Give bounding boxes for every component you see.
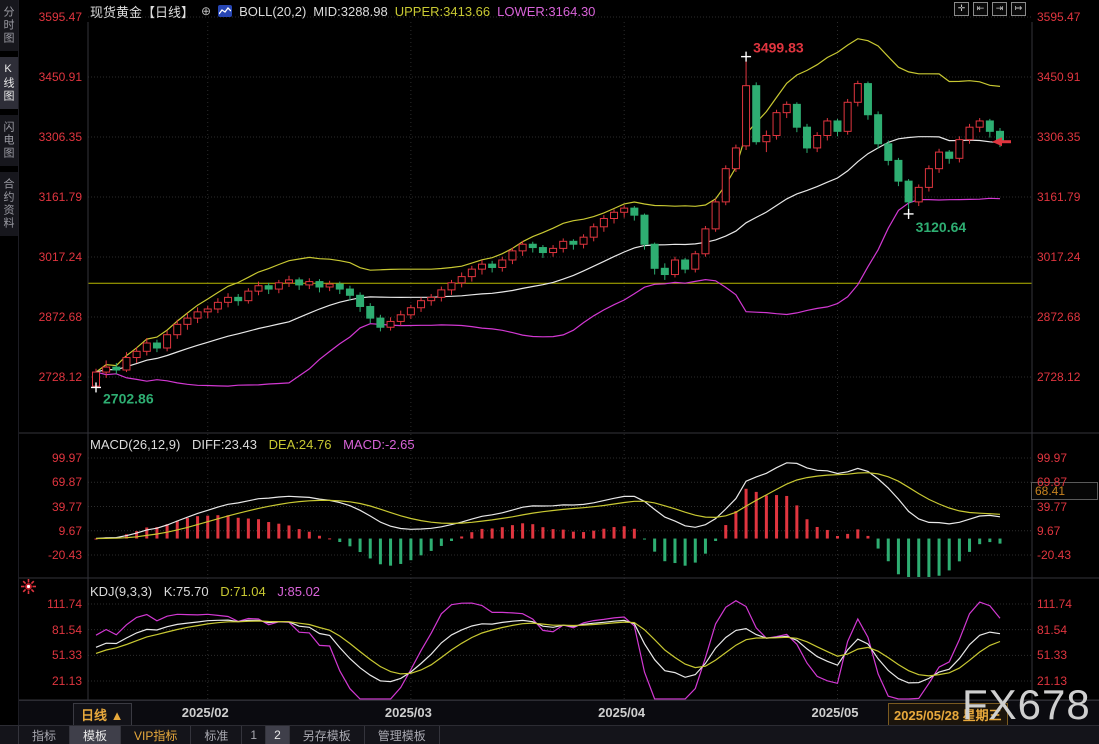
macd-axis-label: 39.77 xyxy=(1037,499,1068,514)
symbol-title: 现货黄金【日线】 xyxy=(90,4,195,20)
compress-right-icon[interactable]: ⇥ xyxy=(992,2,1007,16)
time-axis-label: 2025/05 xyxy=(811,705,859,720)
kdj-k-value: K:75.70 xyxy=(163,584,209,599)
price-axis-label: 3161.79 xyxy=(38,190,82,204)
crosshair-icon[interactable]: ✛ xyxy=(954,2,969,16)
period-selector-button[interactable]: 日线 ▲ xyxy=(73,703,132,726)
tab-template-2[interactable]: 2 xyxy=(265,726,289,744)
sidebar-item-kline-chart[interactable]: K线图 xyxy=(0,57,18,109)
macd-macd-value: MACD:-2.65 xyxy=(343,437,415,452)
macd-axis-label: 9.67 xyxy=(58,523,82,538)
indicator-icon[interactable] xyxy=(218,5,233,17)
kdj-d-value: D:71.04 xyxy=(220,584,266,599)
boll-mid-value: MID:3288.98 xyxy=(313,3,388,19)
kdj-axis-label: 111.74 xyxy=(1037,597,1072,611)
price-axis-label: 3161.79 xyxy=(1037,190,1081,204)
price-axis-label: 3595.47 xyxy=(38,10,82,24)
price-axis-label: 3450.91 xyxy=(1037,70,1081,84)
time-axis-label: 2025/02 xyxy=(181,705,229,720)
tab-indicators[interactable]: 指标 xyxy=(18,726,69,744)
bottom-toolbar: 指标 模板 VIP指标 标准 1 2 另存模板 管理模板 xyxy=(0,725,1099,744)
price-axis-label: 2728.12 xyxy=(38,370,82,384)
price-axis-label: 2872.68 xyxy=(38,309,82,324)
kdj-axis-label: 21.13 xyxy=(1037,674,1068,688)
tab-manage-templates[interactable]: 管理模板 xyxy=(363,726,440,744)
macd-diff-value: DIFF:23.43 xyxy=(191,437,257,452)
current-date-label: 2025/05/28 星期三 xyxy=(888,703,1008,726)
time-axis-label: 2025/04 xyxy=(598,705,646,720)
chevron-up-icon: ▲ xyxy=(110,708,124,723)
macd-label: MACD(26,12,9) xyxy=(90,437,181,452)
kdj-axis-label: 21.13 xyxy=(51,674,82,688)
macd-axis-label: 99.97 xyxy=(1037,451,1068,465)
pan-right-icon[interactable]: ↦ xyxy=(1011,2,1026,16)
kdj-j-value: J:85.02 xyxy=(277,584,321,599)
sidebar-item-time-chart[interactable]: 分时图 xyxy=(0,0,18,51)
boll-lower-value: LOWER:3164.30 xyxy=(497,3,596,19)
chart-toolbar: ✛ ⇤ ⇥ ↦ xyxy=(954,2,1026,16)
price-annotation: 3120.64 xyxy=(916,219,967,235)
kdj-axis-label: 81.54 xyxy=(1037,622,1068,637)
macd-axis-label: 99.97 xyxy=(51,451,82,465)
sidebar-item-flash-chart[interactable]: 闪电图 xyxy=(0,115,18,166)
compress-left-icon[interactable]: ⇤ xyxy=(973,2,988,16)
kdj-axis-label: 51.33 xyxy=(51,648,82,663)
price-axis-label: 3450.91 xyxy=(38,70,82,84)
time-axis-label: 2025/03 xyxy=(384,705,432,720)
macd-axis-label: 39.77 xyxy=(51,499,82,514)
macd-axis-label: -20.43 xyxy=(1037,548,1072,562)
tab-templates[interactable]: 模板 xyxy=(69,726,121,744)
kdj-label: KDJ(9,3,3) xyxy=(90,584,153,599)
kdj-panel-header: KDJ(9,3,3) K:75.70 D:71.04 J:85.02 xyxy=(90,584,328,599)
price-axis-label: 3017.24 xyxy=(1037,249,1081,264)
sidebar-item-contract-info[interactable]: 合约资料 xyxy=(0,172,18,236)
price-annotation: 2702.86 xyxy=(103,390,154,406)
macd-axis-label: 69.87 xyxy=(1037,475,1068,490)
tab-template-1[interactable]: 1 xyxy=(241,726,265,744)
price-annotation: 3499.83 xyxy=(753,40,804,56)
price-axis-label: 3017.24 xyxy=(38,249,82,264)
fx678-watermark: FX678 xyxy=(962,681,1091,728)
macd-current-value-badge: 68.41 xyxy=(1031,482,1098,500)
price-axis-label: 3306.35 xyxy=(38,130,82,144)
macd-panel-header: MACD(26,12,9) DIFF:23.43 DEA:24.76 MACD:… xyxy=(90,437,423,452)
price-axis-label: 3306.35 xyxy=(1037,130,1081,144)
indicator-settings-icon[interactable] xyxy=(21,579,36,599)
kdj-axis-label: 81.54 xyxy=(51,622,82,637)
tab-save-template[interactable]: 另存模板 xyxy=(288,726,364,744)
left-sidebar: 分时图 K线图 闪电图 合约资料 xyxy=(0,0,19,744)
tab-standard[interactable]: 标准 xyxy=(190,726,241,744)
macd-axis-label: 9.67 xyxy=(1037,523,1061,538)
price-axis-label: 3595.47 xyxy=(1037,10,1081,24)
tab-vip-indicators[interactable]: VIP指标 xyxy=(120,726,190,744)
chart-header: 现货黄金【日线】 ⊕ BOLL(20,2) MID:3288.98 UPPER:… xyxy=(90,2,595,20)
kdj-axis-label: 51.33 xyxy=(1037,648,1068,663)
boll-indicator-label: BOLL(20,2) xyxy=(239,3,307,19)
expand-icon[interactable]: ⊕ xyxy=(201,4,212,18)
boll-upper-value: UPPER:3413.66 xyxy=(394,3,491,19)
macd-axis-label: -20.43 xyxy=(47,548,82,562)
price-axis-label: 2728.12 xyxy=(1037,370,1081,384)
kdj-axis-label: 111.74 xyxy=(47,597,82,611)
macd-dea-value: DEA:24.76 xyxy=(268,437,332,452)
macd-axis-label: 69.87 xyxy=(51,475,82,490)
price-axis-label: 2872.68 xyxy=(1037,309,1081,324)
